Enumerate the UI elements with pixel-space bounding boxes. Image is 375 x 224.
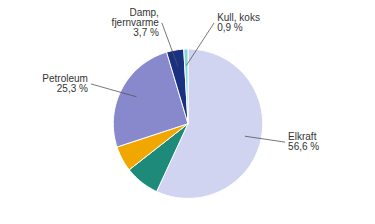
svg-text:Damp,fjernvarme3,7 %: Damp,fjernvarme3,7 % <box>112 7 160 38</box>
svg-text:Petroleum25,3 %: Petroleum25,3 % <box>42 73 88 94</box>
svg-text:Kull, koks0,9 %: Kull, koks0,9 % <box>217 12 260 33</box>
svg-text:Elkraft56,6 %: Elkraft56,6 % <box>288 131 319 152</box>
